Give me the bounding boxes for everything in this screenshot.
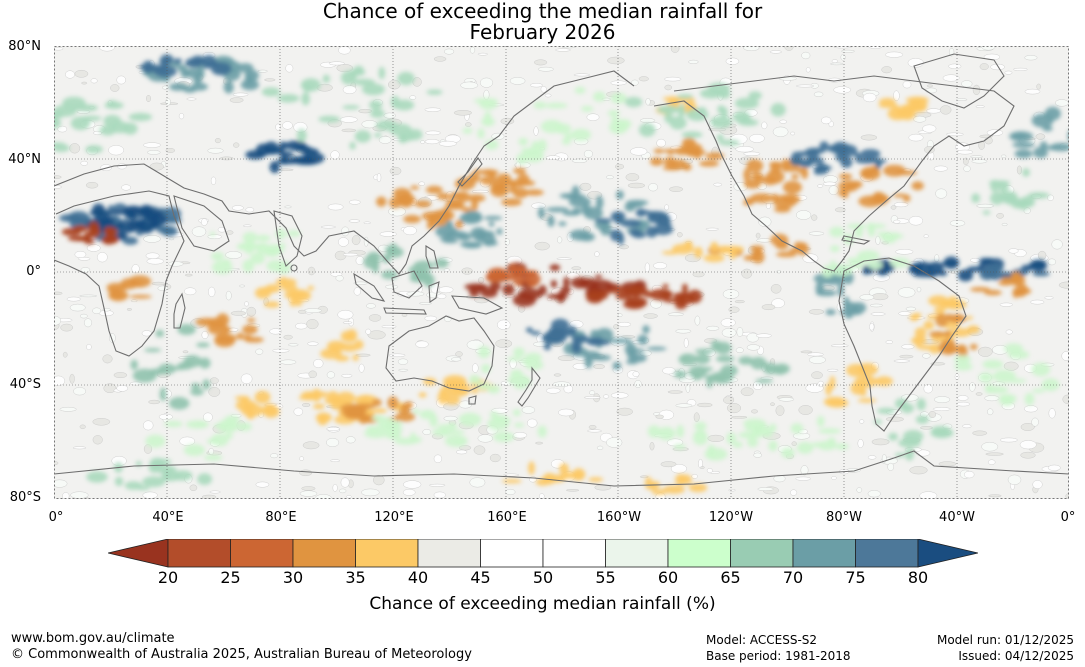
colorbar-extend-high [917, 539, 978, 568]
borneo-coastline [391, 270, 423, 299]
colorbar-tick-label: 75 [845, 568, 866, 587]
longitude-label-120e: 120°E [374, 510, 414, 525]
new-zealand-coastline [517, 366, 541, 407]
colorbar-tick-label: 65 [720, 568, 741, 587]
latitude-label-80s: 80°S [9, 490, 41, 505]
colorbar-tick-label: 45 [470, 568, 491, 587]
madagascar-coastline [173, 292, 186, 329]
colorbar-tick-label: 60 [657, 568, 679, 587]
africa-coastline [54, 190, 185, 357]
model-run-date: Model run: 01/12/2025 [936, 633, 1074, 647]
colorbar-cell [167, 539, 231, 568]
cuba-coastline [841, 235, 871, 245]
antarctica-coastline [54, 450, 1069, 487]
india-coastline [273, 210, 303, 267]
longitude-label-160w: 160°W [596, 510, 642, 525]
colorbar-tick-label: 50 [532, 568, 554, 587]
longitude-label-80e: 80°E [265, 510, 297, 525]
latitude-label-equator: 0° [26, 264, 41, 279]
sri-lanka-coastline [290, 264, 298, 272]
north-america-coastline [653, 75, 1015, 272]
arabia-coastline [173, 195, 230, 252]
anomaly-field [54, 54, 1069, 495]
colorbar-tick-label: 25 [220, 568, 241, 587]
longitude-label-40w: 40°W [939, 510, 975, 525]
south-america-coastline [838, 257, 967, 432]
colorbar-tick-label: 55 [595, 568, 616, 587]
colorbar-tick-label: 70 [782, 568, 804, 587]
issued-date: Issued: 04/12/2025 [958, 649, 1074, 663]
philippines-coastline [425, 245, 439, 269]
sulawesi-coastline [428, 281, 440, 303]
map-title-line-1: Chance of exceeding the median rainfall … [322, 0, 763, 23]
longitude-label-40e: 40°E [152, 510, 184, 525]
colorbar-tick-label: 20 [157, 568, 179, 587]
tasmania-coastline [468, 395, 477, 405]
longitude-label-0-left: 0° [48, 510, 64, 525]
colorbar-tick-label: 40 [407, 568, 429, 587]
colorbar-label: Chance of exceeding median rainfall (%) [369, 594, 716, 614]
colorbar-cell [292, 539, 356, 568]
longitude-label-80w: 80°W [826, 510, 862, 525]
colorbar-cell [355, 539, 419, 568]
latitude-label-40s: 40°S [9, 377, 41, 392]
java-coastline [383, 307, 427, 315]
colorbar-cell [855, 539, 919, 568]
colorbar-cell [230, 539, 294, 568]
graticule [54, 46, 1069, 499]
sumatra-coastline [353, 272, 386, 302]
colorbar-cell [480, 539, 544, 568]
colorbar-cell [667, 539, 731, 568]
new-guinea-coastline [451, 295, 504, 315]
colorbar-cell [792, 539, 856, 568]
latitude-label-80n: 80°N [8, 39, 41, 54]
latitude-label-40n: 40°N [8, 152, 41, 167]
longitude-label-120w: 120°W [708, 510, 754, 525]
copyright-notice: © Commonwealth of Australia 2025, Austra… [11, 647, 472, 662]
greenland-coastline [913, 53, 1005, 109]
base-period: Base period: 1981-2018 [706, 649, 851, 663]
colorbar-tick-label: 80 [907, 568, 929, 587]
colorbar [108, 539, 978, 568]
eurasia-coastline [54, 70, 635, 275]
colorbar-tick-label: 30 [282, 568, 304, 587]
longitude-label-0-right: 0° [1060, 510, 1076, 525]
japan-coastline [457, 157, 483, 187]
colorbar-tick-label: 35 [345, 568, 366, 587]
colorbar-cell [730, 539, 794, 568]
source-url: www.bom.gov.au/climate [11, 631, 175, 646]
model-info: Model: ACCESS-S2 [706, 633, 818, 647]
coastlines [54, 53, 1069, 487]
colorbar-extend-low [108, 539, 169, 568]
colorbar-cell [605, 539, 669, 568]
colorbar-cell [542, 539, 606, 568]
colorbar-cell [417, 539, 481, 568]
longitude-label-160e: 160°E [487, 510, 527, 525]
australia-coastline [385, 315, 495, 392]
map-title-line-2: February 2026 [469, 20, 616, 44]
rainfall-probability-map [54, 46, 1069, 499]
